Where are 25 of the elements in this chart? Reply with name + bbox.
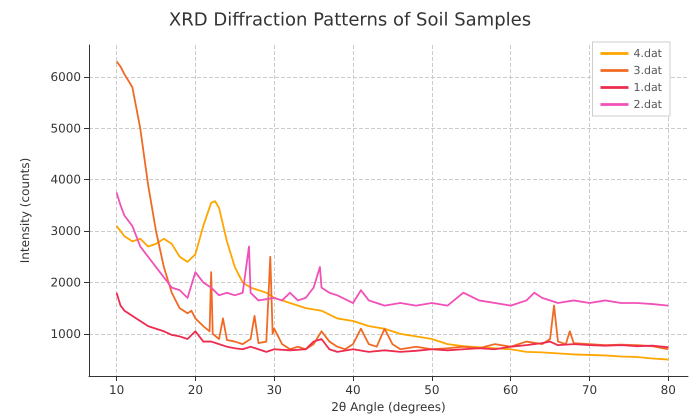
x-tick-label: 10 [108,383,124,397]
chart-title: XRD Diffraction Patterns of Soil Samples [168,10,532,30]
legend-label: 4.dat [633,47,663,60]
y-tick-label: 2000 [50,275,81,290]
y-tick-label: 4000 [50,172,81,187]
y-axis-title: Intensity (counts) [18,158,32,264]
x-tick-label: 30 [266,383,282,397]
legend-label: 1.dat [633,81,663,94]
x-tick-label: 40 [345,383,361,397]
x-tick-label: 80 [660,383,676,397]
line-series [116,60,670,350]
y-tick-label: 6000 [50,70,81,84]
line-series [116,292,670,353]
line-series [116,192,670,306]
x-axis-title: 2θ Angle (degrees) [331,400,446,414]
legend-label: 2.dat [633,98,663,111]
y-tick-label: 5000 [50,121,81,136]
x-tick-label: 20 [188,383,204,397]
y-tick-label: 1000 [50,326,81,341]
x-tick-label: 60 [503,383,518,397]
legend-label: 3.dat [633,64,663,77]
x-tick-label: 50 [424,383,440,397]
y-tick-label: 3000 [50,224,81,238]
x-tick-label: 70 [582,383,598,397]
line-series [116,200,670,360]
